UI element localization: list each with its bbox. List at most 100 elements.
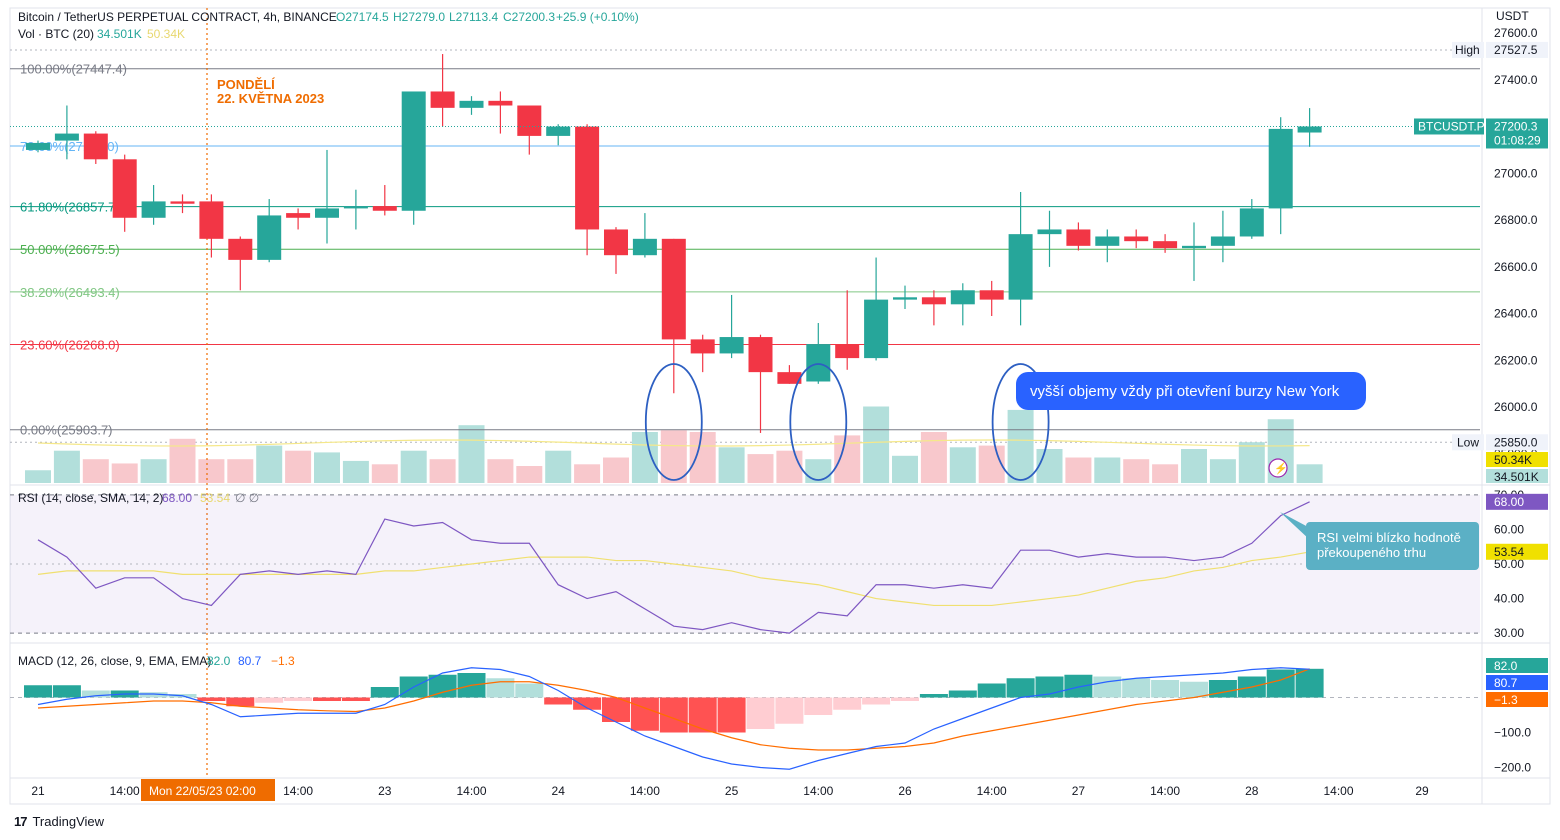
macd-histogram-bar xyxy=(630,697,659,731)
high-tag-bg xyxy=(1452,41,1484,58)
volume-bar xyxy=(776,450,803,483)
candle-body xyxy=(546,126,571,136)
annotation-rsi-pointer xyxy=(1280,512,1310,540)
volume-bar xyxy=(1007,409,1034,483)
macd-histogram-bar xyxy=(573,697,602,710)
macd-line-tag-value: 80.7 xyxy=(1494,676,1518,690)
candle-body xyxy=(950,290,975,305)
volume-bar xyxy=(949,447,976,483)
macd-histogram-bar xyxy=(428,674,457,698)
volume-bar xyxy=(487,459,514,483)
candle-body xyxy=(228,238,253,260)
macd-histogram-bar xyxy=(948,690,977,698)
low-tag-value: 25850.0 xyxy=(1494,435,1538,449)
vol-ma-tag-value: 50.34K xyxy=(1494,453,1532,467)
legend-vol-value: 34.501K xyxy=(97,27,142,41)
volume-bar xyxy=(1296,464,1323,483)
macd-histogram-bar xyxy=(1064,674,1093,698)
volume-bar xyxy=(660,430,687,483)
volume-bar xyxy=(805,459,832,483)
legend-high: H27279.0 xyxy=(393,10,445,24)
volume-bar xyxy=(1036,449,1063,483)
time-axis-label: 14:00 xyxy=(803,784,833,798)
fib-level-label: 100.00%(27447.4) xyxy=(20,62,127,77)
time-axis-label: 24 xyxy=(552,784,566,798)
macd-histogram-bar xyxy=(717,697,746,733)
fib-level-label: 38.20%(26493.4) xyxy=(20,285,120,300)
volume-bar xyxy=(1152,464,1179,483)
legend-vol-ma-value: 50.34K xyxy=(147,27,185,41)
volume-bar xyxy=(603,457,629,483)
vol-ma-tag-bg xyxy=(1486,452,1548,467)
macd-histogram-bar xyxy=(775,697,804,724)
candle-body xyxy=(315,208,339,218)
high-tag-label: High xyxy=(1455,43,1480,57)
volume-bar xyxy=(1181,449,1207,483)
rsi-ma-line xyxy=(37,551,1310,607)
volume-bar xyxy=(82,459,109,483)
macd-histogram-bar xyxy=(313,697,341,701)
current-price-tag-bg xyxy=(1486,118,1548,149)
candle-body xyxy=(112,159,137,218)
candle-body xyxy=(719,337,744,354)
annotation-ny-text: vyšší objemy vždy při otevření burzy New… xyxy=(1030,383,1340,400)
candle-body xyxy=(1268,128,1293,209)
time-axis-label: 27 xyxy=(1072,784,1086,798)
legend-vol-label: Vol · BTC (20) xyxy=(18,27,94,41)
candle-body xyxy=(1066,229,1091,246)
candle-body xyxy=(372,206,397,211)
time-axis-label: 14:00 xyxy=(110,784,140,798)
legend-open: O27174.5 xyxy=(336,10,389,24)
volume-bar xyxy=(545,450,572,483)
volume-bar xyxy=(371,464,398,483)
candle-body xyxy=(459,100,484,108)
macd-histogram-bar xyxy=(1093,676,1122,698)
time-axis-label: 14:00 xyxy=(456,784,486,798)
volume-bar xyxy=(314,452,340,483)
legend-macd-label: MACD (12, 26, close, 9, EMA, EMA) xyxy=(18,654,211,668)
candle-body xyxy=(835,344,860,359)
volume-bar xyxy=(227,459,254,483)
symbol-tag-label: BTCUSDT.P xyxy=(1418,119,1485,133)
candle-body xyxy=(893,297,917,300)
macd-histogram-bar xyxy=(746,697,775,729)
current-price-tag-value: 27200.3 xyxy=(1494,119,1538,133)
time-axis-label: 25 xyxy=(725,784,739,798)
candle-body xyxy=(921,297,946,305)
candle-body xyxy=(979,290,1004,300)
rsi-tick-label: 40.00 xyxy=(1494,592,1524,606)
volume-bar xyxy=(458,425,485,483)
volume-bar xyxy=(689,432,716,483)
macd-histogram-bar xyxy=(255,697,284,703)
time-axis-label: 28 xyxy=(1245,784,1259,798)
rsi-tick-label: 30.00 xyxy=(1494,626,1524,640)
macd-histogram-bar xyxy=(81,690,110,698)
annotation-rsi-text-line1: RSI velmi blízko hodnotě xyxy=(1317,530,1461,545)
price-tick-label: 26800.0 xyxy=(1494,213,1538,227)
candle-body xyxy=(517,105,542,136)
volume-bar xyxy=(429,459,456,483)
legend-change: +25.9 (+0.10%) xyxy=(556,10,639,24)
rsi-ma-tag-bg xyxy=(1486,543,1548,560)
price-tick-label: 27400.0 xyxy=(1494,73,1538,87)
candle-body xyxy=(257,215,282,260)
volume-ma-line xyxy=(37,439,1310,447)
macd-histogram-bar xyxy=(833,697,862,710)
volume-bar xyxy=(631,432,658,483)
candle-body xyxy=(488,100,513,106)
high-tag-value-bg xyxy=(1486,41,1548,58)
fib-level-label: 61.80%(26857.7) xyxy=(20,200,120,215)
volume-bar xyxy=(1209,459,1236,483)
volume-bar xyxy=(400,450,427,483)
macd-histogram-bar xyxy=(688,697,717,733)
candle-body xyxy=(1037,229,1062,235)
macd-histogram-bar xyxy=(284,697,313,701)
price-tick-label: 26600.0 xyxy=(1494,260,1538,274)
volume-bar xyxy=(342,460,369,483)
macd-histogram-bar xyxy=(197,697,226,701)
candle-body xyxy=(1095,236,1120,246)
volume-bar xyxy=(892,455,918,483)
fib-level-label: 0.00%(25903.7) xyxy=(20,423,113,438)
candle-body xyxy=(864,299,889,359)
